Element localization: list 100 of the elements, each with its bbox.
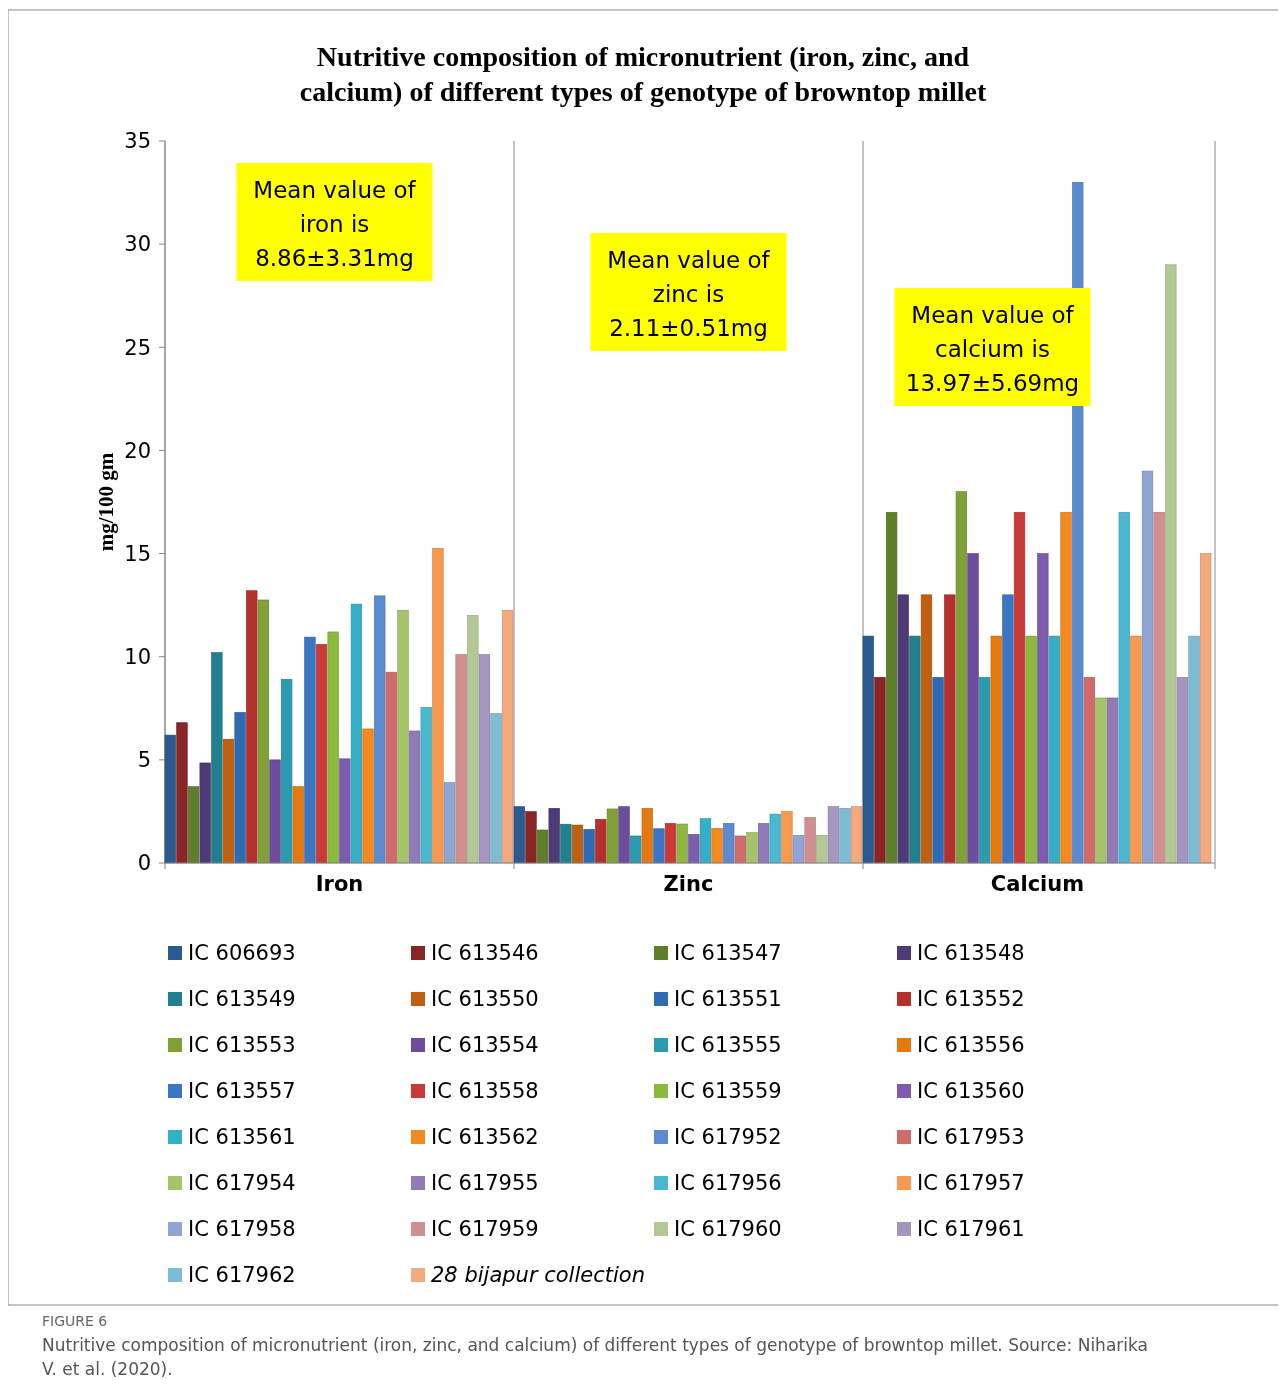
legend-label: 28 bijapur collection bbox=[431, 1263, 645, 1288]
legend-label: IC 617957 bbox=[917, 1171, 1025, 1196]
legend-label: IC 613556 bbox=[917, 1033, 1025, 1058]
legend-label: IC 617952 bbox=[674, 1125, 782, 1150]
bar bbox=[897, 594, 909, 864]
legend-label: IC 613548 bbox=[917, 941, 1025, 966]
bar bbox=[723, 823, 735, 864]
x-tick-label: Calcium bbox=[990, 872, 1085, 896]
x-tick-label: Zinc bbox=[663, 872, 714, 896]
bar bbox=[595, 818, 607, 864]
bar bbox=[525, 811, 537, 864]
bar bbox=[955, 491, 967, 864]
legend-label: IC 617961 bbox=[917, 1217, 1025, 1242]
bar bbox=[269, 759, 281, 864]
legend-label: IC 613549 bbox=[188, 987, 296, 1012]
legend-label: IC 613555 bbox=[674, 1033, 782, 1058]
bar bbox=[909, 635, 921, 864]
y-tick-label: 35 bbox=[124, 129, 151, 154]
bar bbox=[281, 679, 293, 864]
bar bbox=[1118, 512, 1130, 864]
bar bbox=[583, 829, 595, 864]
bar bbox=[1107, 697, 1119, 864]
annotation: Mean value of zinc is 2.11±0.51mg bbox=[607, 247, 771, 341]
bar bbox=[711, 828, 723, 864]
annotation: Mean value of calcium is 13.97±5.69mg bbox=[905, 302, 1080, 396]
bar bbox=[920, 594, 933, 864]
bar bbox=[769, 813, 781, 864]
bar bbox=[839, 808, 851, 864]
bar bbox=[467, 615, 479, 864]
text: Nutritive composition of micronutrient (iron, zinc, and calcium) of different types of genotype of browntop millet. Source: Niharika V. et al. (2020). bbox=[42, 1335, 1148, 1379]
legend-label: IC 617958 bbox=[188, 1217, 296, 1242]
bar bbox=[222, 738, 235, 864]
bar bbox=[874, 677, 886, 864]
legend-label: IC 613552 bbox=[917, 987, 1025, 1012]
legend-label: IC 613547 bbox=[674, 941, 782, 966]
bar bbox=[862, 635, 874, 864]
bar bbox=[211, 652, 223, 864]
bar bbox=[1176, 677, 1189, 864]
legend-label: IC 606693 bbox=[188, 941, 296, 966]
y-tick-label: 0 bbox=[137, 851, 151, 876]
bar bbox=[513, 806, 525, 864]
bar bbox=[851, 806, 863, 864]
bar bbox=[560, 823, 572, 864]
bar bbox=[548, 808, 560, 864]
bar bbox=[967, 553, 979, 864]
bar bbox=[292, 786, 304, 864]
bar bbox=[327, 631, 339, 864]
legend-label: IC 617954 bbox=[188, 1171, 296, 1196]
bar bbox=[409, 730, 421, 864]
legend-label: IC 617959 bbox=[431, 1217, 539, 1242]
bar bbox=[734, 835, 746, 864]
bar bbox=[641, 808, 653, 864]
legend-label: IC 613557 bbox=[188, 1079, 296, 1104]
chart-title: Nutritive composition of micronutrient (iron, zinc, and calcium) of different types of genotype of browntop millet bbox=[299, 41, 987, 107]
legend-label: IC 613550 bbox=[431, 987, 539, 1012]
legend-label: IC 613562 bbox=[431, 1125, 539, 1150]
y-tick-label: 5 bbox=[137, 748, 151, 773]
bar bbox=[1095, 697, 1107, 864]
bar bbox=[315, 644, 328, 864]
legend-label: IC 617956 bbox=[674, 1171, 782, 1196]
bar bbox=[1130, 635, 1142, 864]
bar bbox=[536, 829, 549, 864]
bar bbox=[199, 762, 211, 864]
bar bbox=[374, 595, 386, 864]
bar bbox=[350, 603, 363, 864]
bar bbox=[443, 782, 456, 864]
bar bbox=[478, 654, 491, 864]
bar bbox=[1165, 264, 1177, 864]
bar bbox=[1060, 512, 1072, 864]
bar bbox=[385, 671, 397, 864]
bar bbox=[758, 823, 770, 864]
y-tick-label: 30 bbox=[124, 232, 151, 257]
bar bbox=[816, 835, 828, 864]
bar bbox=[606, 808, 618, 864]
y-tick-label: 25 bbox=[124, 335, 151, 360]
bar bbox=[420, 706, 432, 864]
caption: FIGURE 6 bbox=[42, 1313, 108, 1329]
bar bbox=[571, 824, 584, 864]
bar bbox=[827, 806, 840, 864]
bar bbox=[397, 610, 409, 864]
bar bbox=[1025, 635, 1037, 864]
bar bbox=[432, 548, 444, 864]
bar bbox=[234, 712, 246, 864]
bar bbox=[1037, 553, 1049, 864]
bar bbox=[1200, 553, 1212, 864]
bar bbox=[699, 818, 712, 864]
bar bbox=[490, 713, 502, 864]
y-tick-label: 15 bbox=[124, 541, 151, 566]
bar bbox=[746, 832, 758, 864]
legend-label: IC 613559 bbox=[674, 1079, 782, 1104]
bar bbox=[257, 599, 269, 864]
legend-label: IC 613561 bbox=[188, 1125, 296, 1150]
legend-label: IC 613551 bbox=[674, 987, 782, 1012]
bar bbox=[1048, 635, 1061, 864]
bar bbox=[1188, 635, 1200, 864]
annotation: Mean value of iron is 8.86±3.31mg bbox=[253, 177, 417, 271]
bar bbox=[1013, 512, 1026, 864]
y-tick-label: 10 bbox=[124, 645, 151, 670]
legend-label: IC 613554 bbox=[431, 1033, 539, 1058]
y-tick-label: 20 bbox=[124, 438, 151, 463]
